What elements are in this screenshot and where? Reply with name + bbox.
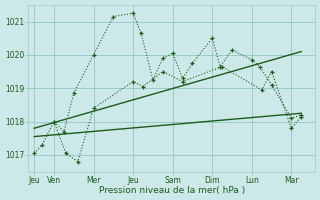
X-axis label: Pression niveau de la mer( hPa ): Pression niveau de la mer( hPa )	[99, 186, 245, 195]
